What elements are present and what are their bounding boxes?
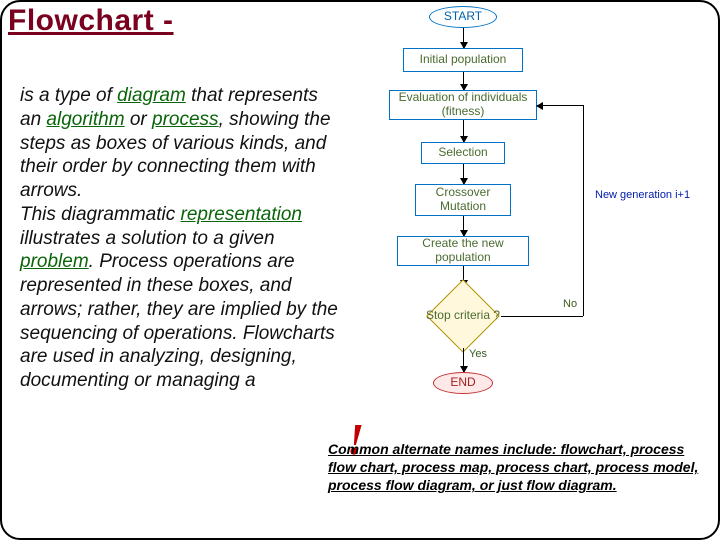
link-representation[interactable]: representation: [181, 204, 302, 225]
flowchart-arrow: [463, 72, 464, 90]
flowchart-node: END: [433, 372, 493, 394]
page-title: Flowchart -: [8, 4, 174, 38]
text: is a type of: [20, 85, 117, 106]
flowchart-loop-label: New generation i+1: [595, 189, 705, 202]
text: This diagrammatic: [20, 204, 181, 225]
alternate-names-text: Common alternate names include: flowchar…: [328, 440, 716, 495]
flowchart-arrow: [463, 216, 464, 236]
text: illustrates a solution to a given: [20, 228, 275, 249]
flowchart-arrow: [463, 348, 464, 372]
link-process[interactable]: process: [152, 109, 219, 130]
flowchart-line: [501, 316, 583, 317]
flowchart-node: Evaluation of individuals (fitness): [389, 90, 537, 120]
flowchart-node: START: [429, 6, 497, 28]
flowchart-node: Create the new population: [397, 236, 529, 266]
link-problem[interactable]: problem: [20, 251, 89, 272]
definition-paragraph: is a type of diagram that represents an …: [20, 84, 340, 393]
flowchart-arrow: [463, 164, 464, 184]
flowchart-label-yes: Yes: [469, 348, 487, 360]
flowchart-node: Selection: [421, 142, 505, 164]
flowchart-node: Initial population: [403, 48, 523, 72]
flowchart-line: [583, 105, 584, 316]
slide-frame: Flowchart - is a type of diagram that re…: [0, 0, 720, 540]
flowchart-decision: [426, 279, 500, 353]
flowchart-figure: START Initial population Evaluation of ind…: [367, 4, 717, 424]
flowchart-line: [537, 105, 583, 106]
flowchart-node: Crossover Mutation: [415, 184, 511, 216]
flowchart-arrow: [463, 120, 464, 142]
flowchart-arrow: [463, 28, 464, 48]
link-diagram[interactable]: diagram: [117, 85, 186, 106]
link-algorithm[interactable]: algorithm: [46, 109, 124, 130]
flowchart-label-no: No: [563, 298, 577, 310]
text: or: [125, 109, 152, 130]
